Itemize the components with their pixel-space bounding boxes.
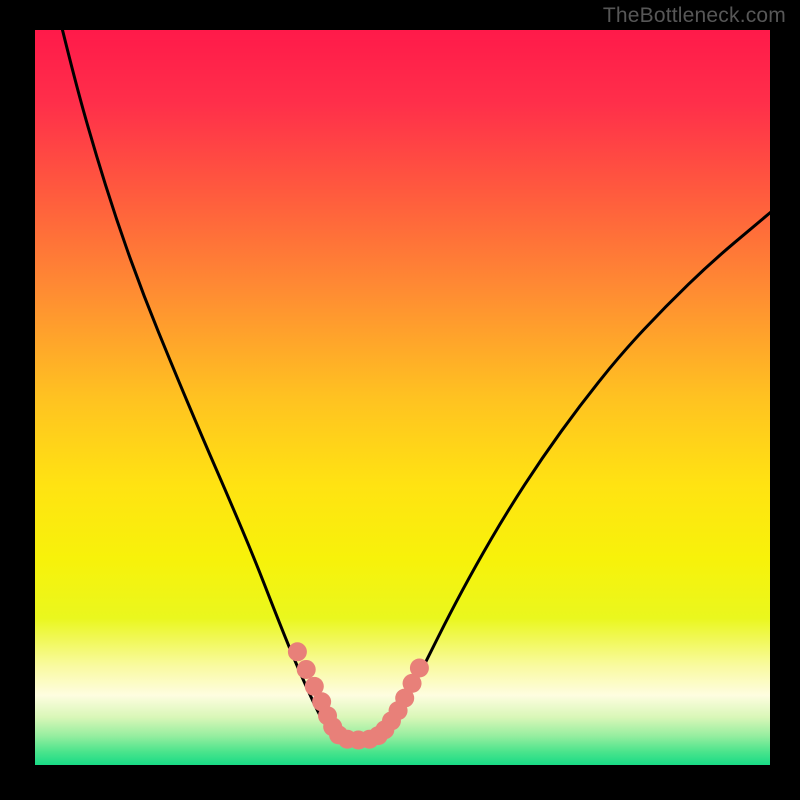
highlight-dot [297, 660, 316, 679]
watermark-text: TheBottleneck.com [603, 4, 786, 28]
bottleneck-chart [0, 0, 800, 800]
highlight-dot [288, 642, 307, 661]
plot-gradient-rect [35, 30, 770, 765]
chart-stage: TheBottleneck.com [0, 0, 800, 800]
highlight-dot [410, 658, 429, 677]
